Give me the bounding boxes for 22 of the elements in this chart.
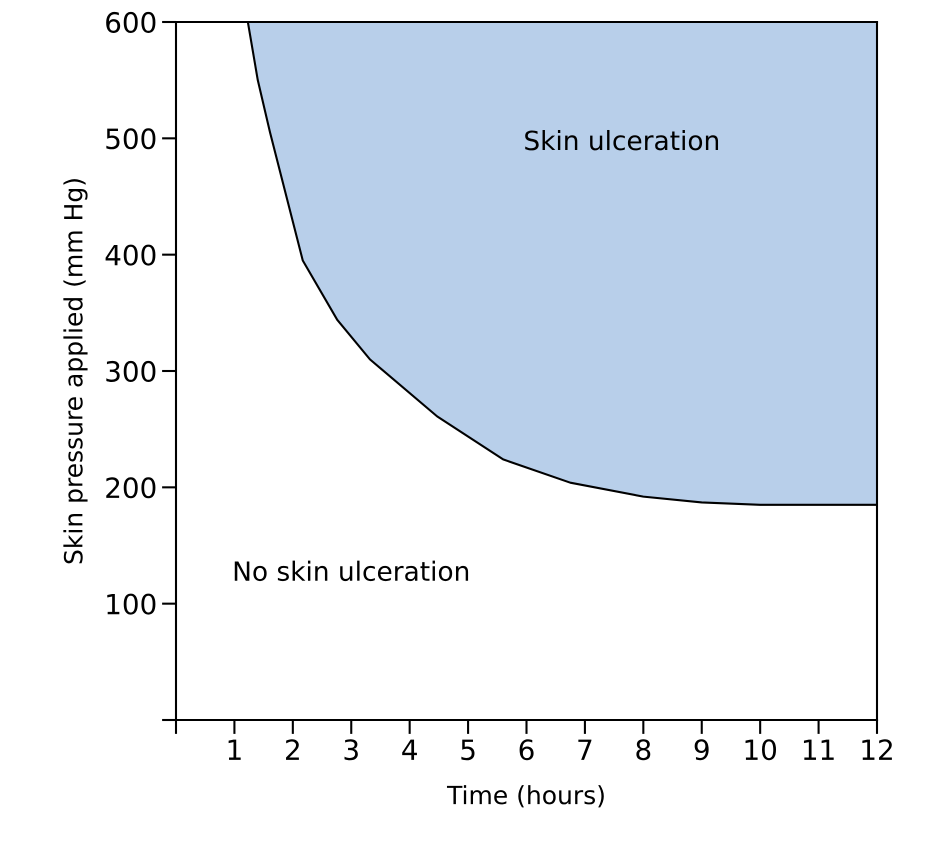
y-tick-label: 500 [106,128,156,150]
x-tick-label: 12 [862,739,892,760]
annotation: Skin ulceration [525,130,718,150]
y-tick-label: 400 [106,244,156,266]
y-tick-label: 200 [106,477,156,498]
x-tick-label: 2 [286,739,299,760]
x-tick-label: 6 [520,739,534,760]
x-tick-label: 11 [804,740,834,760]
y-tick-label: 100 [107,594,156,615]
x-tick-label: 5 [461,740,474,760]
x-tick-label: 7 [578,740,592,760]
y-axis-title: Skin pressure applied (mm Hg) [63,179,88,564]
x-axis-title: Time (hours) [446,785,604,808]
x-tick-label: 3 [344,739,358,760]
y-tick-label: 300 [106,360,156,382]
x-tick-label: 1 [228,740,241,760]
x-tick-label: 10 [746,739,776,760]
x-tick-label: 4 [402,740,417,760]
annotation: No skin ulceration [234,560,468,582]
x-tick-label: 8 [636,739,650,760]
x-tick-label: 9 [694,739,709,760]
y-tick-label: 600 [106,12,156,33]
